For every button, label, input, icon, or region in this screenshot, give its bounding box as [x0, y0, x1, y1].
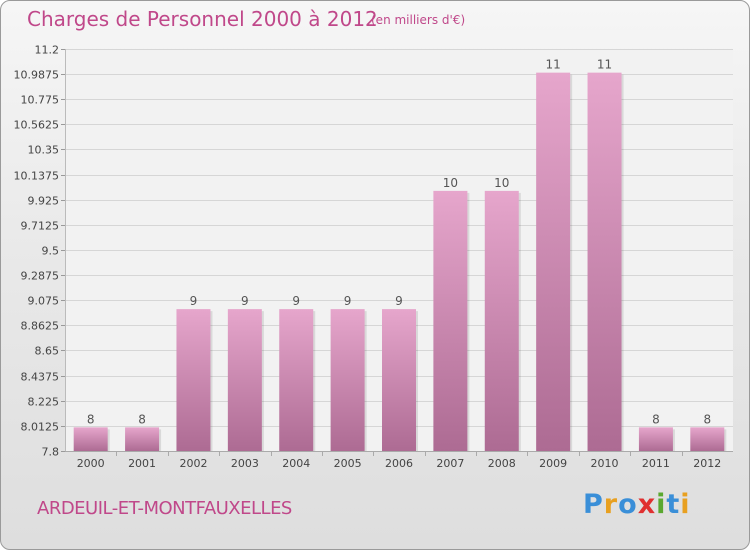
- bar-2008: [484, 190, 519, 451]
- y-axis-ticks: 7.8 8.0125 8.225 8.4375 8.65 8.8625 9.075 9.287…: [14, 44, 65, 459]
- logo-letter: r: [603, 489, 619, 520]
- bar-2012: [690, 427, 725, 451]
- proxiti-logo: Proxiti: [583, 489, 691, 520]
- x-tick-label: 2002: [179, 457, 207, 470]
- x-tick-label: 2005: [334, 457, 362, 470]
- y-tick-label: 9.5: [42, 245, 60, 258]
- bar-value-label: 9: [344, 294, 352, 308]
- bar-2001: [125, 427, 160, 451]
- y-tick-label: 10.1375: [14, 170, 60, 183]
- bar-value-label: 8: [652, 412, 660, 426]
- bar-value-label: 8: [138, 412, 146, 426]
- y-tick-label: 8.0125: [21, 421, 60, 434]
- bar-2007: [433, 190, 468, 451]
- bar-value-label: 8: [703, 412, 711, 426]
- bar-2005: [330, 309, 365, 451]
- y-tick-label: 8.65: [35, 345, 60, 358]
- logo-letter: o: [618, 489, 638, 520]
- x-tick-label: 2010: [591, 457, 619, 470]
- bar-value-labels: 8 8 9 9 9 9 9 10 10 11 11 8 8: [87, 58, 711, 427]
- x-tick-label: 2009: [539, 457, 567, 470]
- chart-subtitle: (en milliers d'€): [371, 13, 466, 27]
- y-tick-label: 10.5625: [14, 119, 60, 132]
- y-tick-label: 10.35: [28, 144, 60, 157]
- x-tick-label: 2007: [436, 457, 464, 470]
- x-tick-label: 2000: [77, 457, 105, 470]
- y-tick-label: 9.075: [28, 295, 60, 308]
- commune-name: ARDEUIL-ET-MONTFAUXELLES: [37, 498, 292, 519]
- bar-2009: [536, 72, 571, 451]
- y-tick-label: 9.2875: [21, 270, 60, 283]
- bar-value-label: 11: [597, 58, 612, 72]
- x-tick-label: 2003: [231, 457, 259, 470]
- y-tick-label: 8.225: [28, 396, 60, 409]
- logo-letter: i: [656, 489, 667, 520]
- bar-value-label: 9: [395, 294, 403, 308]
- x-tick-label: 2001: [128, 457, 156, 470]
- bars: [73, 72, 727, 451]
- x-tick-label: 2004: [282, 457, 310, 470]
- x-axis-ticks: 2000 2001 2002 2003 2004 2005 2006 2007 2008 2009…: [77, 451, 721, 470]
- bar-2000: [73, 427, 108, 451]
- y-tick-label: 11.2: [35, 44, 60, 57]
- bar-value-label: 9: [241, 294, 249, 308]
- bar-2010: [587, 72, 622, 451]
- y-tick-label: 8.4375: [21, 371, 60, 384]
- y-tick-label: 10.775: [21, 94, 60, 107]
- logo-letter: i: [680, 489, 691, 520]
- y-tick-label: 8.8625: [21, 320, 60, 333]
- y-tick-label: 9.7125: [21, 220, 60, 233]
- y-tick-label: 7.8: [42, 446, 60, 459]
- bar-2003: [227, 309, 262, 451]
- bar-2006: [382, 309, 416, 451]
- x-tick-label: 2011: [642, 457, 670, 470]
- bar-value-label: 11: [546, 58, 561, 72]
- bar-value-label: 10: [494, 176, 509, 190]
- logo-letter: P: [583, 489, 604, 520]
- x-tick-label: 2006: [385, 457, 413, 470]
- x-tick-label: 2012: [693, 457, 721, 470]
- bar-value-label: 8: [87, 412, 95, 426]
- logo-letter: t: [666, 489, 681, 520]
- y-tick-label: 9.925: [28, 195, 60, 208]
- logo-letter: x: [637, 489, 657, 520]
- bar-2004: [279, 309, 314, 451]
- bar-2002: [176, 309, 211, 451]
- bar-value-label: 10: [443, 176, 458, 190]
- x-tick-label: 2008: [488, 457, 516, 470]
- bar-value-label: 9: [292, 294, 300, 308]
- bar-value-label: 9: [190, 294, 198, 308]
- bar-2011: [638, 427, 673, 451]
- chart-title: Charges de Personnel 2000 à 2012: [27, 7, 378, 31]
- y-tick-label: 10.9875: [14, 69, 60, 82]
